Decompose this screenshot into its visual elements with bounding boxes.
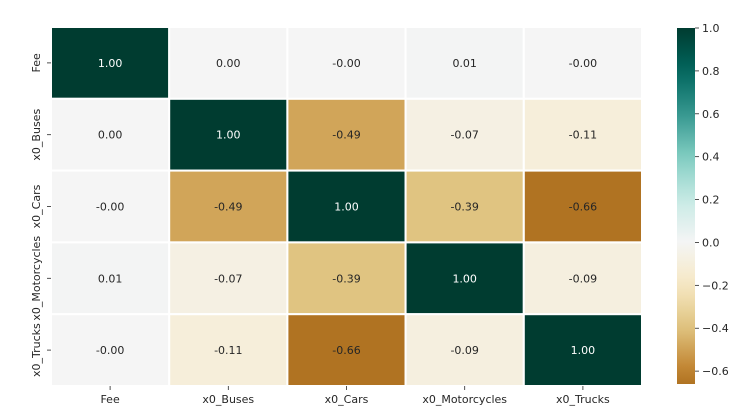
- heatmap-cell: [168, 241, 289, 316]
- cell-value-label: -0.49: [332, 129, 360, 142]
- cell-value-label: 0.00: [216, 57, 241, 70]
- cell-value-label: -0.66: [332, 344, 360, 357]
- y-tick-label: x0_Cars: [30, 184, 43, 228]
- y-tick-label: x0_Buses: [30, 109, 43, 161]
- cell-value-label: 1.00: [452, 272, 477, 285]
- heatmap-cell: [404, 241, 525, 316]
- cell-value-label: -0.07: [214, 272, 242, 285]
- heatmap-cell: [50, 313, 171, 388]
- heatmap-cell: [168, 313, 289, 388]
- colorbar-tick-label: 0.4: [702, 151, 720, 164]
- cell-value-label: -0.09: [450, 344, 478, 357]
- cell-value-label: 1.00: [98, 57, 123, 70]
- cell-value-label: -0.11: [569, 129, 597, 142]
- cell-value-label: -0.49: [214, 201, 242, 214]
- colorbar-tick-label: 0.6: [702, 108, 720, 121]
- cell-value-label: -0.66: [569, 201, 597, 214]
- colorbar-tick-label: 0.8: [702, 65, 720, 78]
- cell-value-label: 0.01: [98, 272, 123, 285]
- x-tick-label: x0_Cars: [325, 393, 369, 406]
- heatmap-cell: [168, 26, 289, 100]
- cell-value-label: -0.00: [569, 57, 597, 70]
- heatmap-cells: 1.00 0.00 -0.00 0.01 -0.00 0.00 1.00 -0.49 -0.07…: [50, 26, 643, 388]
- colorbar-tick-label: 0.0: [702, 236, 720, 249]
- cell-value-label: -0.00: [96, 344, 124, 357]
- colorbar-gradient: [677, 28, 695, 384]
- cell-value-label: -0.07: [450, 129, 478, 142]
- heatmap-cell: [522, 97, 643, 172]
- heatmap-cell: [522, 241, 643, 316]
- heatmap-cell: [286, 241, 407, 316]
- cell-value-label: -0.39: [332, 272, 360, 285]
- x-tick-label: x0_Buses: [202, 393, 254, 406]
- cell-value-label: -0.39: [450, 201, 478, 214]
- cell-value-label: 0.01: [452, 57, 477, 70]
- cell-value-label: -0.00: [96, 201, 124, 214]
- cell-value-label: -0.00: [332, 57, 360, 70]
- y-tick-label: x0_Trucks: [30, 323, 43, 377]
- cell-value-label: 1.00: [334, 201, 359, 214]
- heatmap-cell: [168, 169, 289, 244]
- colorbar-tick-label: −0.6: [702, 365, 729, 378]
- colorbar-tick-label: −0.2: [702, 279, 729, 292]
- heatmap-cell: [404, 169, 525, 244]
- cell-value-label: -0.11: [214, 344, 242, 357]
- x-axis-labels: Fee x0_Buses x0_Cars x0_Motorcycles x0_Truck…: [100, 386, 610, 406]
- heatmap-cell: [286, 97, 407, 172]
- y-axis-labels: Fee x0_Buses x0_Cars x0_Motorcycles x0_Truck…: [30, 53, 51, 377]
- cell-value-label: -0.09: [569, 272, 597, 285]
- colorbar: 1.0 0.8 0.6 0.4 0.2 0.0 −0.2 −0.4 −0.6: [677, 22, 729, 384]
- x-tick-label: x0_Trucks: [556, 393, 610, 406]
- heatmap-cell: [286, 313, 407, 388]
- x-tick-label: Fee: [100, 393, 119, 406]
- colorbar-tick-label: 1.0: [702, 22, 720, 35]
- cell-value-label: 1.00: [216, 129, 241, 142]
- colorbar-tick-label: −0.4: [702, 322, 729, 335]
- cell-value-label: 1.00: [571, 344, 596, 357]
- colorbar-tick-label: 0.2: [702, 194, 720, 207]
- x-tick-label: x0_Motorcycles: [422, 393, 507, 406]
- cell-value-label: 0.00: [98, 129, 123, 142]
- heatmap-cell: [50, 26, 171, 100]
- y-tick-label: x0_Motorcycles: [30, 236, 43, 321]
- y-tick-label: Fee: [30, 53, 43, 72]
